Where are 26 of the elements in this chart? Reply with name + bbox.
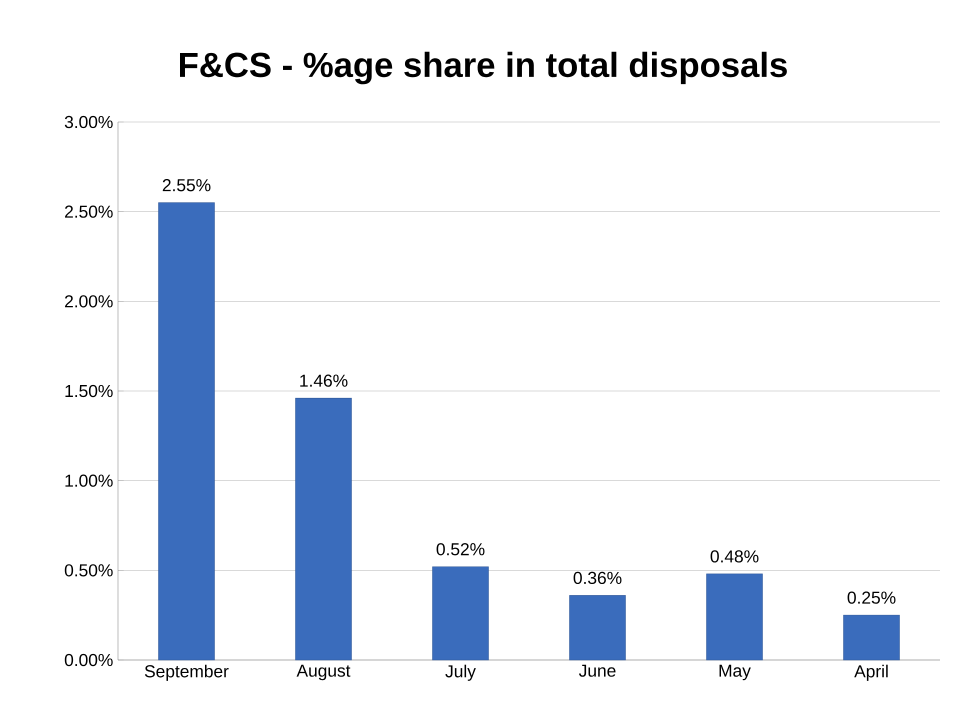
- data-label: 2.55%: [162, 179, 210, 192]
- data-label: 0.36%: [574, 572, 622, 584]
- chart-title: F&CS - %age share in total disposals: [180, 52, 787, 84]
- bar: [432, 566, 489, 660]
- data-label: 1.46%: [300, 374, 348, 387]
- x-tick-label: May: [720, 664, 751, 680]
- data-label: 0.52%: [436, 543, 484, 556]
- x-tick-label: April: [854, 664, 888, 681]
- y-tick-label: 2.50%: [65, 206, 113, 218]
- bar: [843, 614, 900, 660]
- bar: [706, 574, 763, 660]
- y-tick-label: 0.50%: [64, 564, 113, 576]
- x-tick-label: August: [296, 664, 350, 680]
- x-tick-label: July: [445, 664, 476, 681]
- bar: [158, 202, 215, 660]
- y-tick-label: 3.00%: [64, 116, 113, 128]
- x-tick-label: June: [578, 664, 616, 677]
- x-tick-label: September: [144, 664, 229, 681]
- y-tick-label: 0.00%: [64, 654, 113, 666]
- y-tick-label: 1.50%: [65, 384, 113, 398]
- y-tick-label: 1.00%: [65, 474, 113, 487]
- data-label: 0.48%: [710, 550, 758, 563]
- y-tick-label: 2.00%: [65, 295, 113, 308]
- data-label: 0.25%: [848, 592, 896, 604]
- bar: [569, 595, 626, 660]
- bar: [295, 398, 352, 660]
